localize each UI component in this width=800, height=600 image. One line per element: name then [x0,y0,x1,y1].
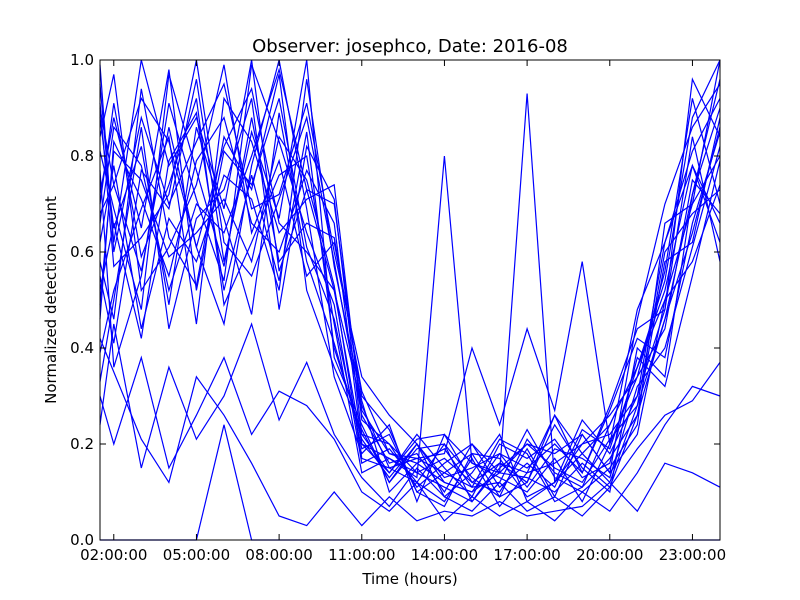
series-line-24 [99,77,721,484]
series-line-21 [99,86,721,484]
x-tick-label: 11:00:00 [328,546,395,564]
x-tick-label: 14:00:00 [411,546,478,564]
x-tick-label: 02:00:00 [80,546,147,564]
y-tick-label: 0.2 [70,435,94,453]
series-line-17 [99,64,721,493]
series-line-18 [99,355,721,522]
series-line-14 [99,74,721,498]
y-axis-label: Normalized detection count [42,196,60,404]
y-tick-label: 1.0 [70,51,94,69]
series-line-4 [99,64,721,493]
x-axis: 02:00:00 05:00:00 08:00:00 11:00:00 14:00:00… [80,60,726,564]
series-line-22 [99,322,721,517]
y-axis: 0.0 0.2 0.4 0.6 0.8 1.0 [70,51,720,549]
series-line-20 [99,338,721,527]
chart-title: Observer: josephco, Date: 2016-08 [252,36,568,57]
x-axis-label: Time (hours) [361,570,457,588]
x-tick-label: 08:00:00 [245,546,312,564]
y-tick-label: 0.4 [70,339,94,357]
y-tick-label: 0.8 [70,147,94,165]
series-lines [99,59,721,541]
y-tick-label: 0.6 [70,243,94,261]
series-line-10 [99,59,721,494]
series-line-7 [99,59,721,494]
y-tick-label: 0.0 [70,531,94,549]
x-tick-label: 23:00:00 [659,546,726,564]
x-tick-label: 17:00:00 [493,546,560,564]
plot-frame [99,59,721,541]
series-line-15 [99,74,721,508]
x-tick-label: 20:00:00 [576,546,643,564]
series-line-16 [99,127,721,503]
x-tick-label: 05:00:00 [163,546,230,564]
